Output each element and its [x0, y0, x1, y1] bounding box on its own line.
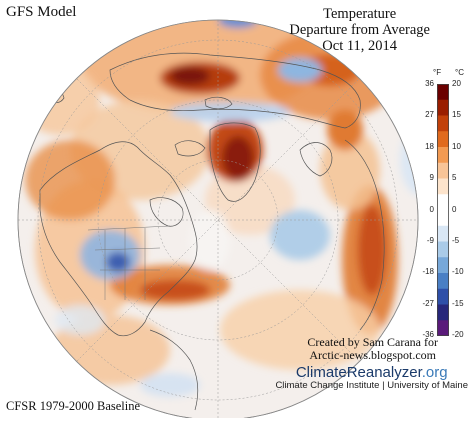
tick-label-f: -18 — [422, 267, 434, 277]
title-block: Temperature Departure from Average Oct 1… — [289, 6, 430, 54]
reanalyzer-logo: ClimateReanalyzer.org Climate Change Ins… — [275, 364, 468, 392]
colorbar-segment — [437, 320, 449, 336]
title-date: Oct 11, 2014 — [322, 38, 398, 54]
colorbar-segment — [437, 115, 449, 132]
baseline-label: CFSR 1979-2000 Baseline — [6, 399, 141, 413]
tick-label-c: 5 — [452, 173, 457, 183]
tick-label-f: 27 — [425, 110, 434, 120]
colorbar-segment — [437, 225, 449, 242]
tick-label-f: -36 — [422, 330, 434, 339]
institute-label: Climate Change Institute | University of… — [275, 380, 468, 391]
tick-label-f: 36 — [425, 79, 434, 88]
credit-block: Created by Sam Carana for Arctic-news.bl… — [307, 336, 438, 362]
colorbar-segment — [437, 178, 449, 195]
reanalyzer-domain: .org — [421, 364, 448, 381]
tick-label-f: -27 — [422, 298, 434, 308]
colorbar-segment — [437, 194, 449, 211]
colorbar-segment — [437, 241, 449, 258]
model-label: GFS Model — [6, 4, 77, 20]
tick-label-c: -20 — [452, 330, 464, 339]
colorbar-segment — [437, 162, 449, 179]
tick-label-c: 0 — [452, 204, 457, 214]
colorbar-segment — [437, 288, 449, 305]
title-line-2: Departure from Average — [289, 22, 430, 38]
tick-label-f: 18 — [425, 141, 434, 151]
tick-label-c: 10 — [452, 141, 461, 151]
credit-line-2: Arctic-news.blogspot.com — [309, 348, 436, 362]
colorbar-segment — [437, 99, 449, 116]
colorbar-segment — [437, 84, 449, 101]
tick-label-c: 20 — [452, 79, 461, 88]
tick-label-f: 9 — [429, 173, 434, 183]
credit-line-1: Created by Sam Carana for — [307, 335, 438, 349]
colorbar-segment — [437, 210, 449, 227]
tick-label-c: -15 — [452, 298, 464, 308]
reanalyzer-title: ClimateReanalyzer — [295, 364, 422, 381]
graticule — [18, 20, 418, 420]
colorbar — [437, 84, 449, 336]
borders — [87, 225, 171, 300]
title-line-1: Temperature — [323, 6, 397, 22]
reanalyzer-name: ClimateReanalyzer.org — [275, 364, 468, 381]
colorbar-segment — [437, 273, 449, 290]
unit-fahrenheit: °F — [433, 68, 442, 77]
unit-celsius: °C — [455, 68, 464, 77]
colorbar-outline — [437, 84, 449, 336]
tick-label-f: -9 — [426, 235, 434, 245]
colorbar-segment — [437, 147, 449, 164]
tick-label-f: 0 — [429, 204, 434, 214]
colorbar-segment — [437, 131, 449, 148]
tick-label-c: 15 — [452, 110, 461, 120]
tick-label-c: -5 — [452, 235, 460, 245]
colorbar-segment — [437, 257, 449, 274]
colorbar-segment — [437, 304, 449, 321]
tick-label-c: -10 — [452, 267, 464, 277]
